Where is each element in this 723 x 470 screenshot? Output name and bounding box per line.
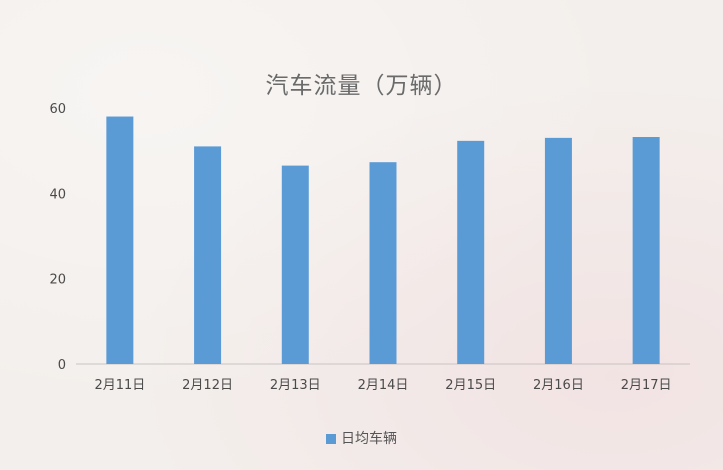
- y-tick-label: 20: [49, 273, 66, 288]
- y-tick-label: 40: [49, 187, 66, 202]
- x-tick-label: 2月16日: [533, 378, 584, 393]
- x-tick-label: 2月15日: [445, 378, 496, 393]
- bar: [544, 137, 572, 364]
- legend-label: 日均车辆: [341, 431, 397, 447]
- bar: [369, 162, 397, 364]
- bar: [632, 137, 660, 364]
- x-tick-label: 2月13日: [270, 378, 321, 393]
- x-tick-label: 2月11日: [94, 378, 145, 393]
- bar: [457, 140, 485, 364]
- x-tick-label: 2月14日: [358, 378, 409, 393]
- chart-title: 汽车流量（万辆）: [265, 73, 458, 99]
- bar: [281, 165, 309, 364]
- y-tick-label: 0: [58, 358, 66, 373]
- x-tick-label: 2月12日: [182, 378, 233, 393]
- bar: [106, 116, 134, 365]
- y-tick-label: 60: [49, 102, 66, 117]
- bar: [194, 146, 222, 364]
- x-tick-label: 2月17日: [621, 378, 672, 393]
- legend: 日均车辆: [0, 428, 723, 448]
- legend-swatch: [326, 434, 336, 444]
